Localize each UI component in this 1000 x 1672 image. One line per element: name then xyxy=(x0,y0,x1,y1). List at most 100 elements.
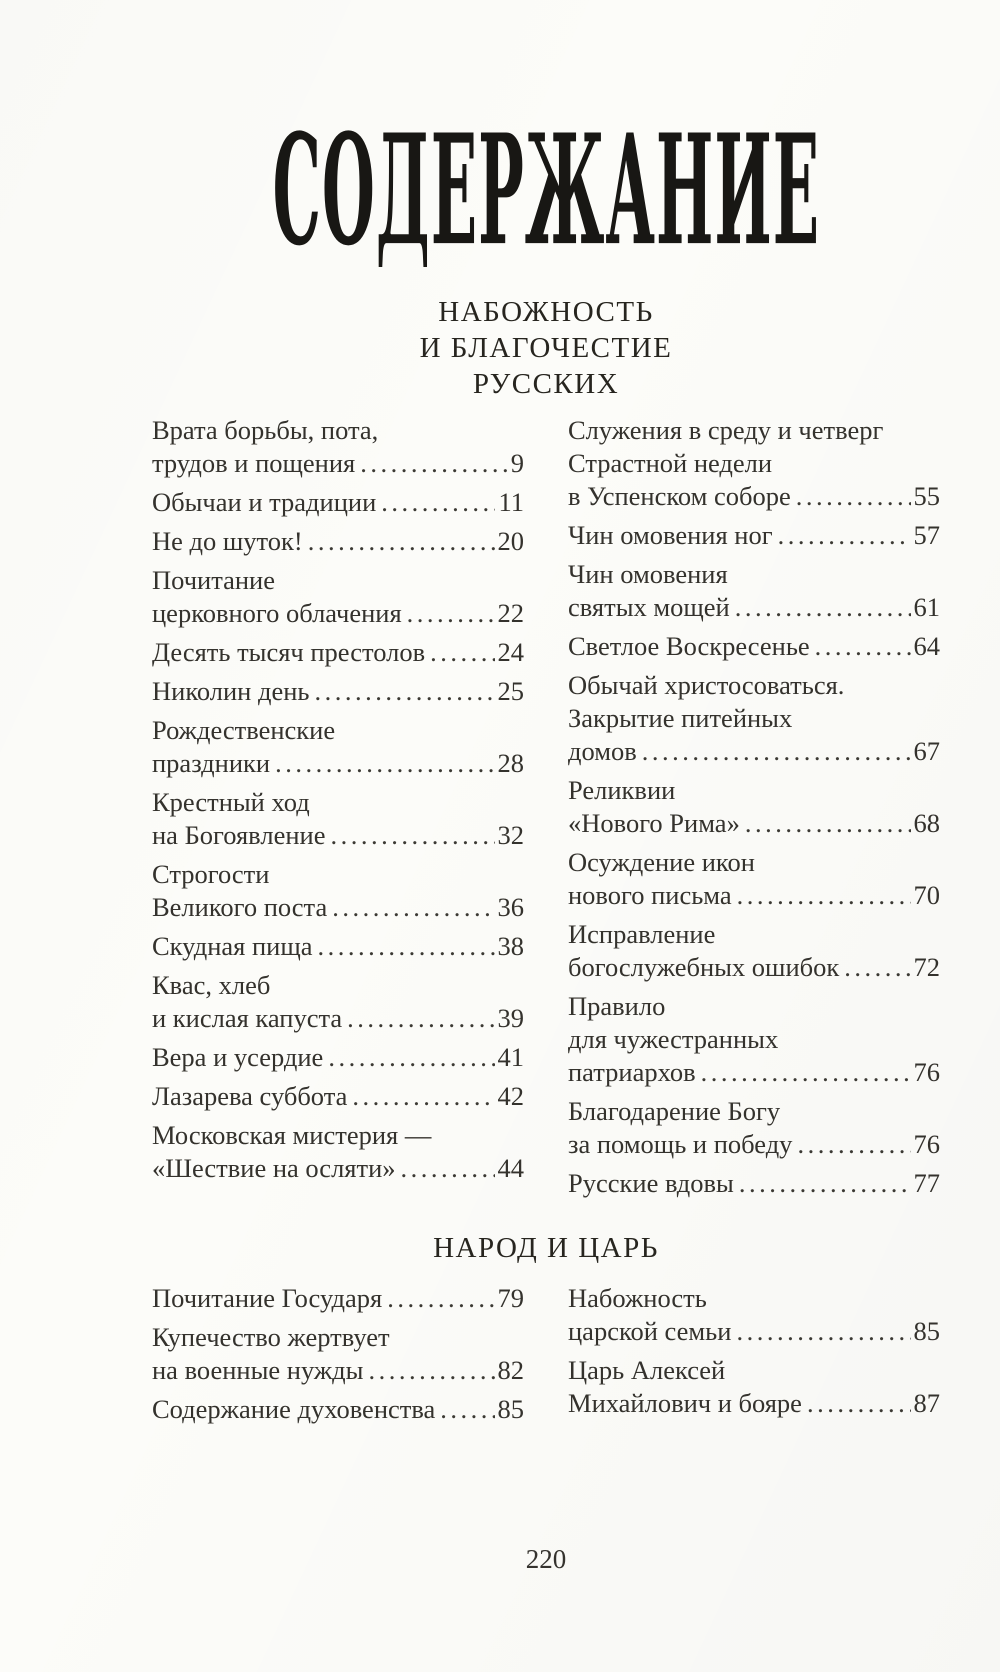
toc-entry-title: праздники xyxy=(152,748,271,778)
section-heading-line: РУССКИХ xyxy=(472,368,620,400)
toc-entry: Служения в среду и четверг Страстной неде… xyxy=(568,414,940,513)
dot-leader xyxy=(352,1080,494,1113)
toc-entry-line: Осуждение икон xyxy=(568,847,755,877)
toc-entry-title: на военные нужды xyxy=(152,1355,364,1385)
toc-entry-last-line: Николин день 25 xyxy=(152,675,524,708)
section-heading-line: НАБОЖНОСТЬ xyxy=(438,296,654,328)
toc-entry-page-number: 72 xyxy=(913,952,941,982)
dot-leader xyxy=(737,879,911,912)
toc-entry-title: Лазарева суббота xyxy=(152,1081,348,1111)
toc-entry-title: Вера и усердие xyxy=(152,1042,324,1072)
dot-leader xyxy=(701,1056,911,1089)
toc-entry-line: Крестный ход xyxy=(152,787,310,817)
toc-entry-line: Московская мистерия — xyxy=(152,1120,432,1150)
toc-entry-last-line: трудов и пощения 9 xyxy=(152,447,524,480)
toc-entry-line: Купечество жертвует xyxy=(152,1322,390,1352)
toc-column-right: Служения в среду и четверг Страстной неде… xyxy=(568,414,940,1206)
toc-entry-title: богослужебных ошибок xyxy=(568,952,840,982)
toc-entry-title: за помощь и победу xyxy=(568,1129,793,1159)
toc-entry-last-line: «Нового Рима» 68 xyxy=(568,807,940,840)
toc-entry: Содержание духовенства 85 xyxy=(152,1393,524,1426)
toc-entry-line: Служения в среду и четверг xyxy=(568,415,884,445)
toc-entry: Русские вдовы 77 xyxy=(568,1167,940,1200)
toc-entry-page-number: 76 xyxy=(913,1057,941,1087)
toc-entry-page-number: 61 xyxy=(913,592,941,622)
dot-leader xyxy=(745,807,911,840)
toc-entry-title: Великого поста xyxy=(152,892,328,922)
toc-entry-title: Русские вдовы xyxy=(568,1168,734,1198)
dot-leader xyxy=(381,486,495,519)
dot-leader xyxy=(368,1354,494,1387)
toc-entry-title: Николин день xyxy=(152,676,310,706)
toc-entry-title: Михайлович и бояре xyxy=(568,1388,802,1418)
toc-entry-last-line: царской семьи 85 xyxy=(568,1315,940,1348)
toc-entry-last-line: Обычаи и традиции 11 xyxy=(152,486,524,519)
toc-entry-title: нового письма xyxy=(568,880,732,910)
toc-entry-line: Врата борьбы, пота, xyxy=(152,415,379,445)
toc-entry: Николин день 25 xyxy=(152,675,524,708)
toc-entry-last-line: Десять тысяч престолов 24 xyxy=(152,636,524,669)
toc-entry: Десять тысяч престолов 24 xyxy=(152,636,524,669)
toc-entry-last-line: Вера и усердие 41 xyxy=(152,1041,524,1074)
dot-leader xyxy=(796,480,911,513)
dot-leader xyxy=(739,1167,911,1200)
toc-entry-line: Квас, хлеб xyxy=(152,970,271,1000)
toc-entry-title: Чин омовения ног xyxy=(568,520,773,550)
toc-entry-line: Почитание xyxy=(152,565,276,595)
toc-entry: Вера и усердие 41 xyxy=(152,1041,524,1074)
toc-entry-last-line: Михайлович и бояре 87 xyxy=(568,1387,940,1420)
toc-entry-title: Содержание духовенства xyxy=(152,1394,436,1424)
toc-entry-last-line: Содержание духовенства 85 xyxy=(152,1393,524,1426)
section-heading: НАБОЖНОСТЬ И БЛАГОЧЕСТИЕ РУССКИХ xyxy=(152,294,940,402)
dot-leader xyxy=(815,630,911,663)
toc-entry-page-number: 85 xyxy=(913,1316,941,1346)
toc-entry: Почитание Государя 79 xyxy=(152,1282,524,1315)
toc-entry-last-line: и кислая капуста 39 xyxy=(152,1002,524,1035)
toc-entry-page-number: 57 xyxy=(913,520,941,550)
toc-entry-last-line: Не до шуток! 20 xyxy=(152,525,524,558)
toc-entry-page-number: 44 xyxy=(497,1153,525,1183)
toc-entry-last-line: Великого поста 36 xyxy=(152,891,524,924)
dot-leader xyxy=(430,636,494,669)
toc-entry-page-number: 70 xyxy=(913,880,941,910)
toc-entry-page-number: 36 xyxy=(497,892,525,922)
toc-entry-title: и кислая капуста xyxy=(152,1003,343,1033)
toc-entry-page-number: 42 xyxy=(497,1081,525,1111)
toc-entry-page-number: 41 xyxy=(497,1042,525,1072)
toc-entry-last-line: Чин омовения ног 57 xyxy=(568,519,940,552)
dot-leader xyxy=(330,819,494,852)
dot-leader xyxy=(387,1282,494,1315)
toc-entry-page-number: 82 xyxy=(497,1355,525,1385)
dot-leader xyxy=(332,891,494,924)
toc-entry: Чин омовения ног 57 xyxy=(568,519,940,552)
toc-entry-last-line: Скудная пища 38 xyxy=(152,930,524,963)
toc-entry-page-number: 32 xyxy=(497,820,525,850)
toc-entry-page-number: 87 xyxy=(913,1388,941,1418)
dot-leader xyxy=(778,519,911,552)
toc-sections: НАБОЖНОСТЬ И БЛАГОЧЕСТИЕ РУССКИХ Врата бор… xyxy=(0,294,1000,1432)
toc-entry: Реликвии«Нового Рима» 68 xyxy=(568,774,940,840)
toc-entry-last-line: Почитание Государя 79 xyxy=(152,1282,524,1315)
toc-entry-last-line: на Богоявление 32 xyxy=(152,819,524,852)
toc-entry-line: Царь Алексей xyxy=(568,1355,726,1385)
toc-section: НАРОД И ЦАРЬ Почитание Государя 79 Купечес… xyxy=(152,1230,940,1432)
toc-section: НАБОЖНОСТЬ И БЛАГОЧЕСТИЕ РУССКИХ Врата бор… xyxy=(152,294,940,1206)
dot-leader xyxy=(347,1002,494,1035)
dot-leader xyxy=(275,747,494,780)
toc-entry-last-line: Светлое Воскресенье 64 xyxy=(568,630,940,663)
section-heading: НАРОД И ЦАРЬ xyxy=(152,1230,940,1266)
toc-entry-line: Строгости xyxy=(152,859,270,889)
toc-entry-last-line: Лазарева суббота 42 xyxy=(152,1080,524,1113)
toc-entry-title: патриархов xyxy=(568,1057,696,1087)
toc-columns: Почитание Государя 79 Купечество жертвуетн… xyxy=(152,1282,940,1432)
toc-entry-last-line: за помощь и победу 76 xyxy=(568,1128,940,1161)
toc-entry-title: Светлое Воскресенье xyxy=(568,631,810,661)
